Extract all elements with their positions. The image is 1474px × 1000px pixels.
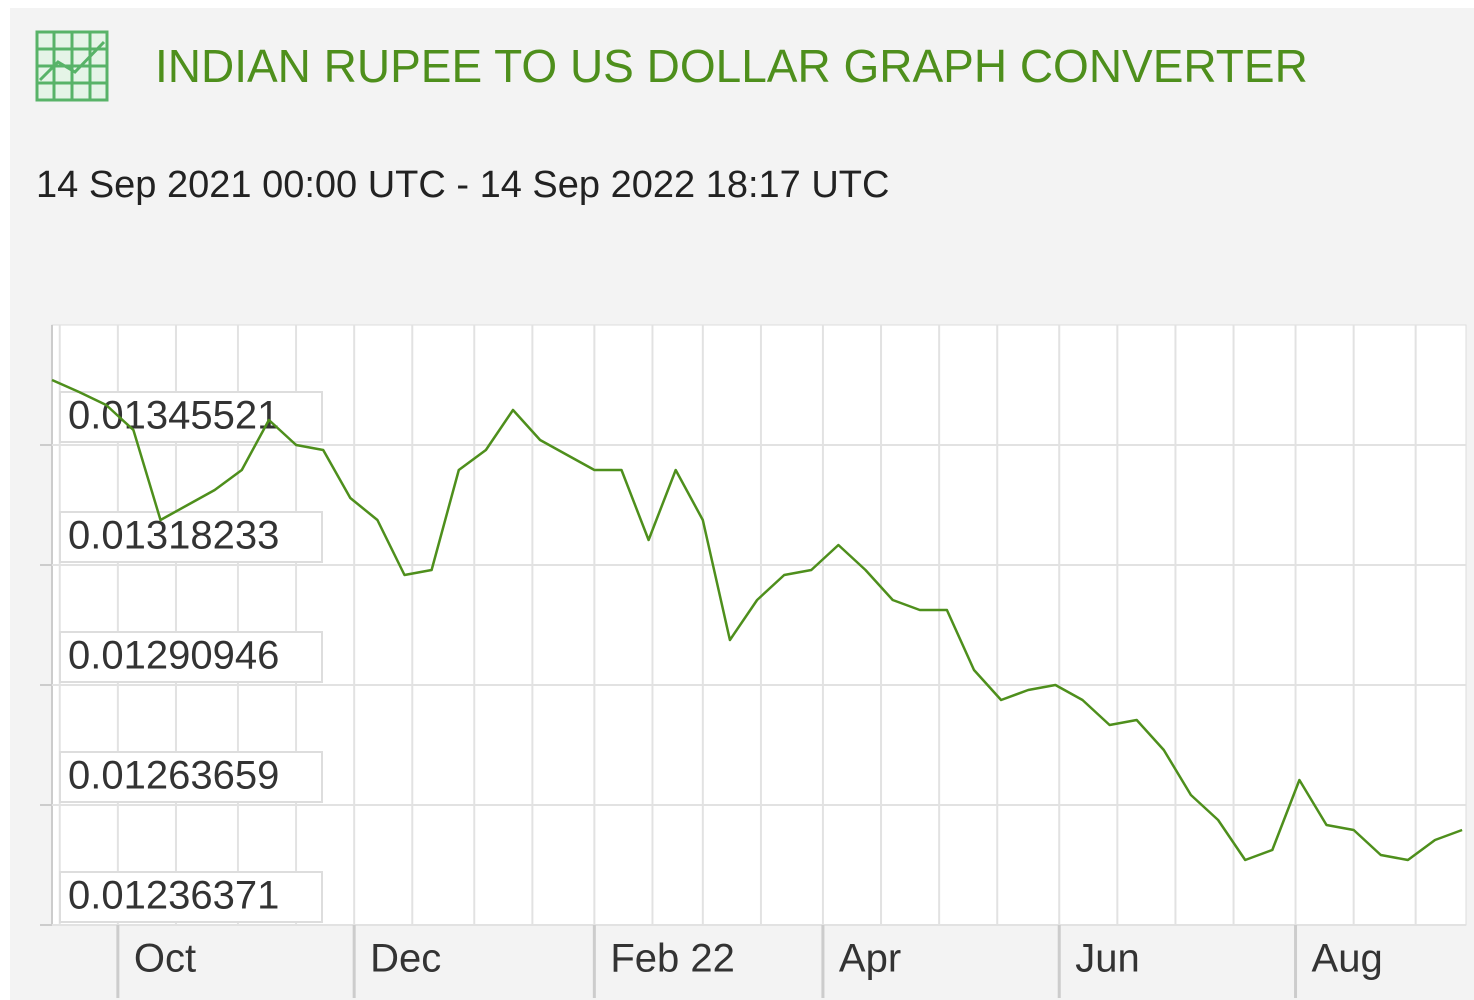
price-line (51, 378, 1463, 862)
y-tick-box (59, 390, 323, 443)
x-tick-label: Apr (839, 937, 901, 981)
y-tick-box (59, 871, 323, 923)
y-tick-label: 0.01290946 (68, 634, 279, 678)
x-tick-label: Jun (1075, 937, 1140, 981)
x-tick-label: Dec (370, 937, 441, 981)
y-tick-label: 0.01236371 (68, 874, 279, 918)
icon (35, 30, 109, 102)
y-tick-label: 0.01318233 (68, 514, 279, 558)
y-tick-box (59, 511, 323, 564)
x-tick-label: Feb 22 (610, 937, 735, 981)
y-tick-box (59, 750, 323, 803)
chart-title: INDIAN RUPEE TO US DOLLAR GRAPH CONVERTE… (155, 40, 1308, 92)
x-tick-label: Oct (134, 937, 196, 981)
x-tick-label: Aug (1312, 937, 1383, 981)
y-tick-label: 0.01263659 (68, 754, 279, 798)
chart-subtitle: 14 Sep 2021 00:00 UTC - 14 Sep 2022 18:1… (36, 164, 889, 206)
y-tick-label: 0.01345521 (68, 394, 279, 438)
y-tick-box (59, 630, 323, 683)
